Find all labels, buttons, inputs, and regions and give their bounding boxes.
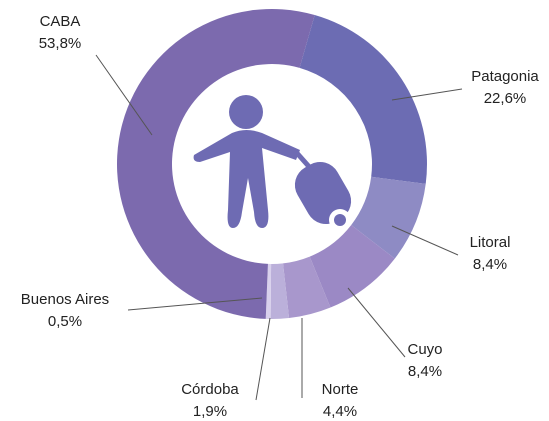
donut-segment (299, 15, 427, 184)
value-label: 0,5% (48, 313, 82, 330)
value-label: 22,6% (484, 90, 527, 107)
slice-label: Córdoba (181, 381, 239, 398)
leader-line (391, 88, 463, 101)
donut-segment (265, 263, 272, 319)
slice-label: Patagonia (471, 68, 539, 85)
leader-line (127, 297, 263, 311)
donut-segment (309, 225, 395, 308)
value-label: 8,4% (408, 363, 442, 380)
leader-line (391, 225, 459, 256)
leader-line (95, 54, 153, 136)
slice-label: Cuyo (407, 341, 442, 358)
value-label: 4,4% (323, 403, 357, 420)
donut-segment (283, 256, 331, 319)
donut-segment (270, 263, 290, 319)
donut-segment (351, 176, 426, 259)
leader-line (347, 287, 406, 358)
donut-segment (116, 8, 315, 319)
value-label: 1,9% (193, 403, 227, 420)
traveler-icon (193, 95, 352, 231)
slice-label: Norte (322, 381, 359, 398)
slice-label: Buenos Aires (21, 291, 109, 308)
slice-label: CABA (40, 13, 81, 30)
value-label: 53,8% (39, 35, 82, 52)
slice-label: Litoral (470, 234, 511, 251)
value-label: 8,4% (473, 256, 507, 273)
leader-line (255, 317, 271, 401)
donut (116, 8, 427, 319)
